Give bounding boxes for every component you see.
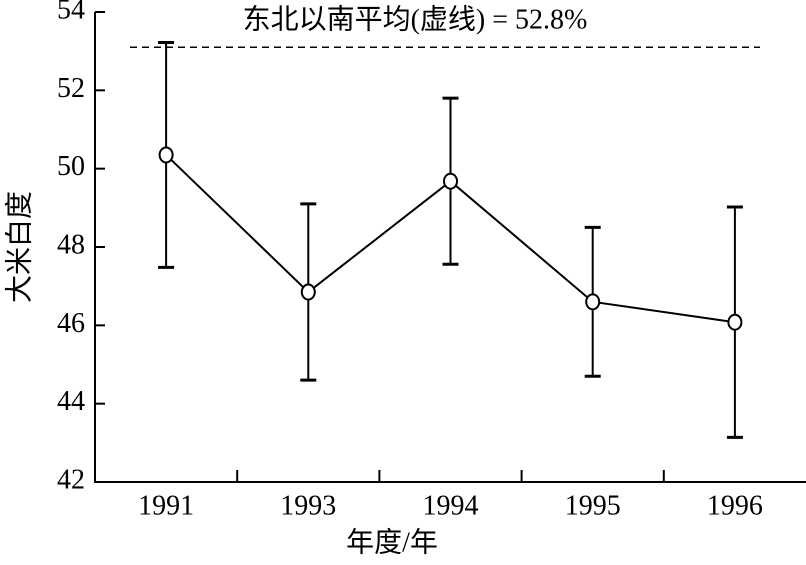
y-tick-label: 50 bbox=[57, 151, 85, 182]
y-tick-label: 46 bbox=[57, 308, 85, 339]
marker bbox=[443, 172, 458, 190]
x-tick-label: 1995 bbox=[565, 490, 621, 521]
y-tick-label: 52 bbox=[57, 73, 85, 104]
marker bbox=[300, 283, 316, 301]
x-tick-label: 1994 bbox=[423, 490, 479, 521]
x-tick-label: 1996 bbox=[707, 490, 763, 521]
y-tick-label: 54 bbox=[57, 0, 85, 25]
y-axis-label: 大米白度 bbox=[3, 191, 35, 303]
marker bbox=[727, 313, 743, 331]
y-tick-label: 48 bbox=[57, 229, 85, 260]
y-tick-label: 44 bbox=[57, 386, 85, 417]
annotation: 东北以南平均(虚线) = 52.8% bbox=[243, 3, 588, 35]
x-tick-label: 1993 bbox=[280, 490, 336, 521]
marker bbox=[158, 146, 174, 164]
y-tick-label: 42 bbox=[57, 464, 85, 495]
marker bbox=[585, 293, 601, 311]
x-tick-label: 1991 bbox=[138, 490, 194, 521]
x-axis-label: 年度/年 bbox=[346, 526, 438, 558]
